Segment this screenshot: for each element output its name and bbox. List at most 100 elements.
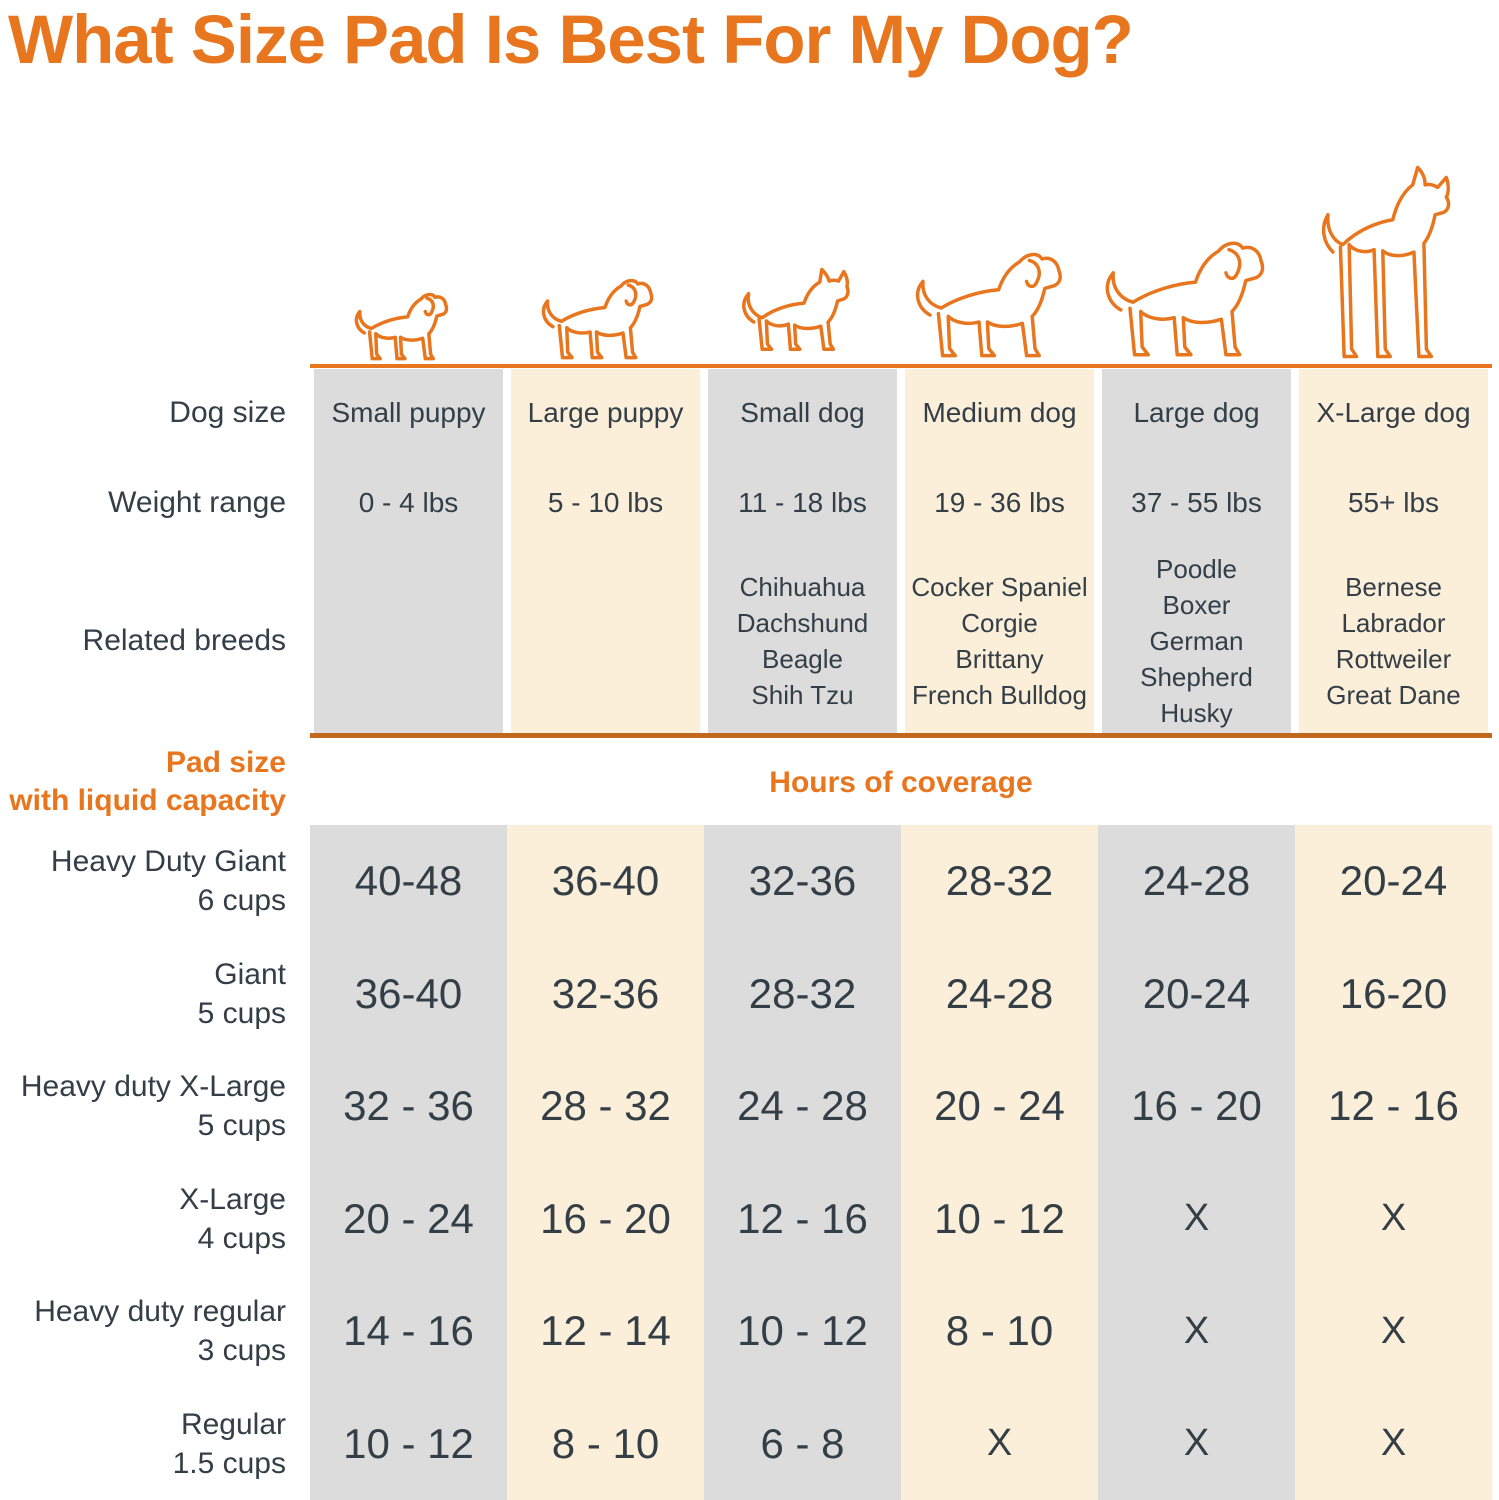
hours-value-cell: 40-48: [354, 857, 463, 905]
related-breeds-cell: [314, 549, 503, 733]
hours-value-cell: 10 - 12: [934, 1194, 1065, 1242]
hours-value-cell: 12 - 16: [1328, 1082, 1459, 1130]
related-breeds-cell: Chihuahua Dachshund Beagle Shih Tzu: [708, 549, 897, 733]
pad-row-labels: Heavy Duty Giant 6 cups Giant 5 cups Heavy d…: [0, 825, 300, 1500]
pad-row-label: Heavy Duty Giant 6 cups: [0, 825, 300, 938]
pad-name: Regular: [180, 1407, 286, 1441]
pad-name: Heavy duty regular: [34, 1295, 286, 1329]
dog-column-2: Small dog 11 - 18 lbs Chihuahua Dachshund Be…: [704, 369, 901, 733]
hours-value-cell: 28-32: [748, 969, 857, 1017]
large-dog-icon: [1098, 225, 1296, 364]
breed-item: Chihuahua: [739, 572, 866, 602]
pad-row-label: Heavy duty regular 3 cups: [0, 1275, 300, 1388]
hours-value-cell: 10 - 12: [737, 1307, 868, 1355]
hours-value-cell: 32-36: [748, 857, 857, 905]
breed-item: Brittany: [955, 644, 1044, 674]
breed-item: French Bulldog: [912, 680, 1087, 710]
dog-size-cell: X-Large dog: [1316, 397, 1471, 428]
hours-value-cell: 24 - 28: [737, 1082, 868, 1130]
small-puppy-icon: [351, 284, 466, 364]
hours-value-cell: 8 - 10: [945, 1307, 1054, 1355]
hours-value-cell: 12 - 16: [737, 1194, 868, 1242]
small-dog-icon: [735, 259, 871, 364]
hours-table: 40-48 36-40 32 - 36 20 - 24 14 - 16 10 - 12 36…: [310, 825, 1492, 1500]
breed-item: Poodle: [1156, 554, 1237, 584]
breed-item: Shih Tzu: [751, 680, 854, 710]
related-breeds-cell: Poodle Boxer German Shepherd Husky: [1102, 549, 1291, 733]
pad-capacity: 4 cups: [197, 1221, 286, 1255]
weight-range-cell: 5 - 10 lbs: [547, 487, 664, 518]
weight-range-cell: 11 - 18 lbs: [738, 487, 867, 518]
hours-value-cell: 12 - 14: [540, 1307, 671, 1355]
weight-range-cell: 37 - 55 lbs: [1131, 487, 1262, 518]
hours-value-cell: 16-20: [1339, 969, 1448, 1017]
hours-column-5: 20-24 16-20 12 - 16 X X X: [1295, 825, 1492, 1500]
page-title: What Size Pad Is Best For My Dog?: [8, 1, 1134, 78]
pad-size-label-line1: Pad size: [165, 746, 286, 779]
pad-size-label-line2: with liquid capacity: [9, 784, 286, 817]
related-breeds-cell: Bernese Labrador Rottweiler Great Dane: [1299, 549, 1488, 733]
hours-value-cell: 20-24: [1339, 857, 1448, 905]
large-puppy-icon: [537, 268, 675, 364]
medium-dog-icon: [909, 238, 1091, 364]
dog-size-cell: Small puppy: [331, 397, 486, 428]
hours-value-cell: 16 - 20: [540, 1194, 671, 1242]
hours-value-cell: 14 - 16: [343, 1307, 474, 1355]
not-applicable-cell: X: [986, 1422, 1013, 1465]
hours-column-2: 32-36 28-32 24 - 28 12 - 16 10 - 12 6 - 8: [704, 825, 901, 1500]
related-breeds-cell: Cocker Spaniel Corgie Brittany French Bulld…: [905, 549, 1094, 733]
hours-column-0: 40-48 36-40 32 - 36 20 - 24 14 - 16 10 - 12: [310, 825, 507, 1500]
hours-value-cell: 20 - 24: [343, 1194, 474, 1242]
hours-column-4: 24-28 20-24 16 - 20 X X X: [1098, 825, 1295, 1500]
breed-item: Dachshund: [736, 608, 869, 638]
hours-column-1: 36-40 32-36 28 - 32 16 - 20 12 - 14 8 - 10: [507, 825, 704, 1500]
hours-value-cell: 24-28: [945, 969, 1054, 1017]
hours-value-cell: 20 - 24: [934, 1082, 1065, 1130]
upper-row-labels: Dog size Weight range Related breeds: [0, 369, 300, 733]
dog-size-cell: Large dog: [1133, 397, 1260, 428]
breed-item: Corgie: [961, 608, 1038, 638]
dog-column-5: X-Large dog 55+ lbs Bernese Labrador Rottwei…: [1295, 369, 1492, 733]
weight-range-cell: 0 - 4 lbs: [358, 487, 459, 518]
pad-capacity: 5 cups: [197, 996, 286, 1030]
breed-item: Husky: [1160, 698, 1233, 728]
hours-column-3: 28-32 24-28 20 - 24 10 - 12 8 - 10 X: [901, 825, 1098, 1500]
hours-value-cell: 28 - 32: [540, 1082, 671, 1130]
pad-name: Heavy duty X-Large: [20, 1070, 286, 1104]
pad-capacity: 5 cups: [197, 1109, 286, 1143]
breed-item: Great Dane: [1326, 680, 1461, 710]
dog-column-0: Small puppy 0 - 4 lbs: [310, 369, 507, 733]
pad-name: Giant: [214, 957, 286, 991]
pad-capacity: 1.5 cups: [172, 1446, 286, 1480]
weight-range-row-label: Weight range: [108, 486, 286, 519]
related-breeds-cell: [511, 549, 700, 733]
breed-item: German Shepherd: [1140, 626, 1253, 692]
pad-row-label: Heavy duty X-Large 5 cups: [0, 1050, 300, 1163]
breed-item: Cocker Spaniel: [911, 572, 1088, 602]
breed-item: Beagle: [762, 644, 843, 674]
dog-column-3: Medium dog 19 - 36 lbs Cocker Spaniel Corgi…: [901, 369, 1098, 733]
hours-value-cell: 32 - 36: [343, 1082, 474, 1130]
pad-name: Heavy Duty Giant: [50, 845, 286, 879]
pad-row-label: X-Large 4 cups: [0, 1163, 300, 1276]
dog-size-cell: Small dog: [740, 397, 865, 428]
breed-item: Bernese: [1345, 572, 1442, 602]
dog-size-cell: Medium dog: [922, 397, 1077, 428]
hours-value-cell: 36-40: [551, 857, 660, 905]
breed-item: Rottweiler: [1335, 644, 1452, 674]
not-applicable-cell: X: [1380, 1197, 1407, 1240]
dog-column-1: Large puppy 5 - 10 lbs: [507, 369, 704, 733]
hours-of-coverage-header: Hours of coverage: [769, 766, 1033, 799]
x-large-dog-icon: [1313, 165, 1475, 364]
dog-size-row-label: Dog size: [169, 396, 286, 429]
hours-value-cell: 16 - 20: [1131, 1082, 1262, 1130]
pad-size-section-label: Pad size with liquid capacity: [0, 744, 300, 820]
hours-value-cell: 20-24: [1142, 969, 1251, 1017]
related-breeds-row-label: Related breeds: [82, 624, 286, 657]
not-applicable-cell: X: [1183, 1422, 1210, 1465]
breed-item: Boxer: [1162, 590, 1231, 620]
pad-row-label: Regular 1.5 cups: [0, 1388, 300, 1500]
pad-capacity: 3 cups: [197, 1334, 286, 1368]
weight-range-cell: 55+ lbs: [1347, 487, 1440, 518]
